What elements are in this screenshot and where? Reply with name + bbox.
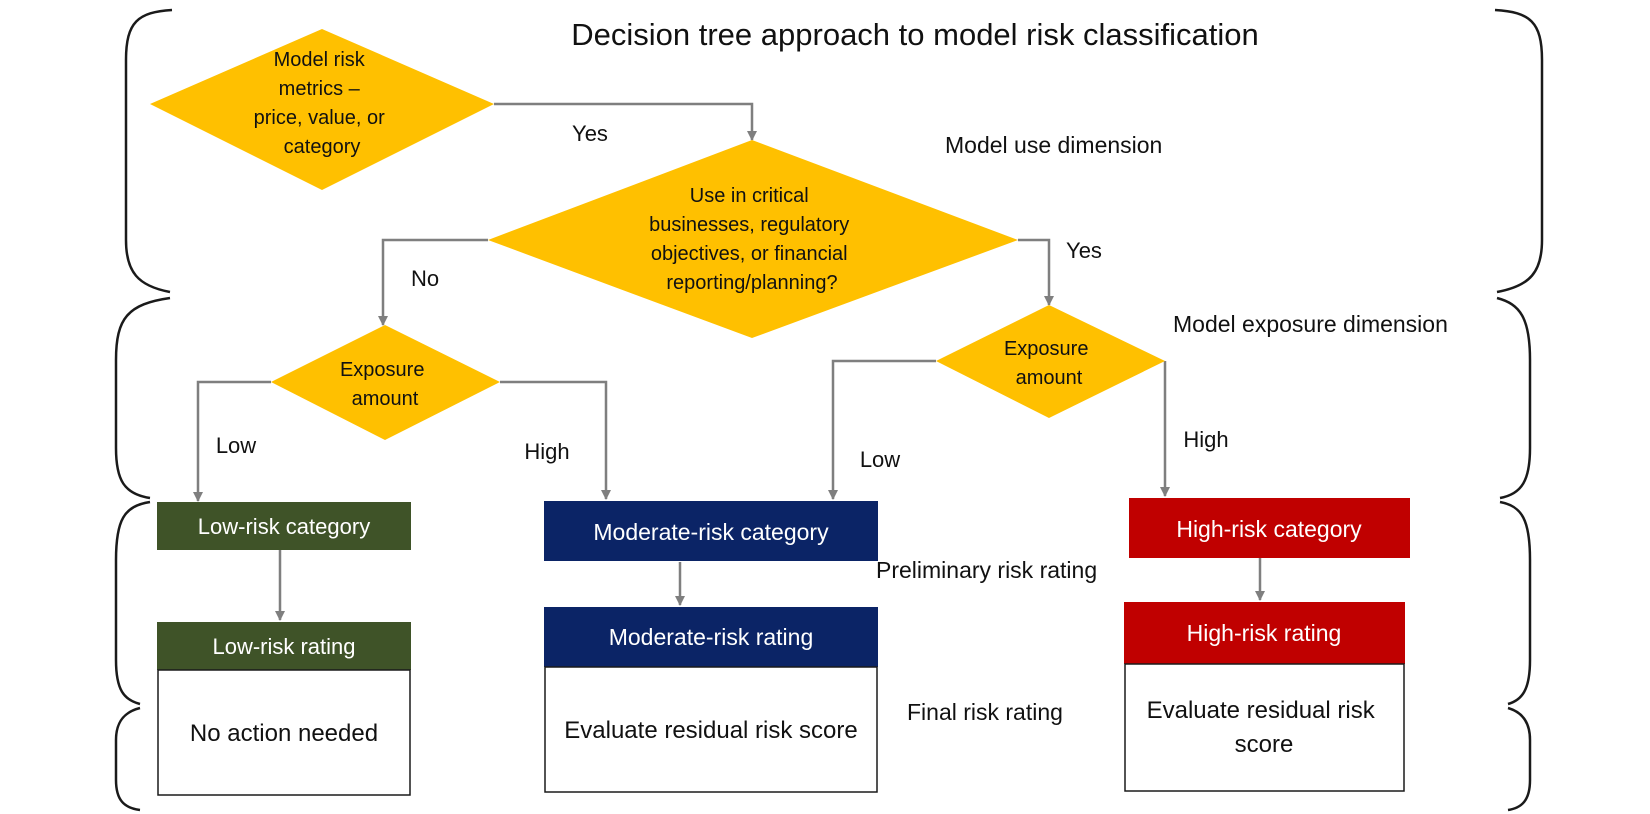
high-risk-category-label: High-risk category: [1176, 516, 1362, 542]
action-text-line: score: [1235, 731, 1294, 758]
low-risk-action-frame: [157, 669, 411, 796]
branch-label-no-critical: No: [411, 266, 439, 291]
low-risk-category-fill: [157, 502, 411, 550]
low-risk-rating-fill: [157, 622, 411, 670]
connector-exposure-left-high: [500, 380, 611, 500]
right-brace-final: [1507, 706, 1532, 812]
decision-exposure-right-text: Exposure amount: [1004, 338, 1094, 389]
decision-text-line: objectives, or financial: [651, 243, 848, 265]
dimension-model-use: Model use dimension: [945, 132, 1162, 158]
dimension-preliminary-risk-rating: Preliminary risk rating: [876, 557, 1097, 583]
connector-exposure-right-low: [828, 359, 936, 500]
decision-text-line: Exposure: [1004, 338, 1089, 360]
decision-text-line: amount: [1016, 367, 1083, 389]
decision-exposure-left-text: Exposure amount: [340, 359, 430, 410]
branch-label-high-left: High: [524, 439, 569, 464]
moderate-risk-action-frame: [544, 666, 878, 793]
decision-model-risk-metrics-text: Model risk metrics – price, value, or ca…: [254, 49, 391, 158]
decision-model-risk-metrics: Model risk metrics – price, value, or ca…: [150, 29, 494, 190]
branch-label-high-right: High: [1183, 427, 1228, 452]
left-brace-preliminary: [114, 500, 151, 706]
left-brace-model-exposure: [114, 296, 171, 500]
branch-label-low-left: Low: [216, 433, 256, 458]
moderate-risk-action-box: Evaluate residual risk score: [544, 666, 878, 793]
high-risk-action-box: Evaluate residual risk score: [1124, 663, 1405, 792]
decision-text-line: category: [284, 136, 361, 158]
high-risk-rating-box: High-risk rating: [1124, 602, 1405, 664]
branch-label-low-right: Low: [860, 447, 900, 472]
high-risk-category-fill: [1129, 498, 1410, 558]
decision-critical-use: Use in critical businesses, regulatory o…: [488, 140, 1018, 338]
decision-text-line: businesses, regulatory: [649, 214, 849, 236]
diagram-title: Decision tree approach to model risk cla…: [571, 17, 1258, 52]
moderate-risk-category-label: Moderate-risk category: [593, 519, 829, 545]
low-risk-category-box: Low-risk category: [157, 502, 411, 550]
decision-critical-use-text: Use in critical businesses, regulatory o…: [649, 185, 855, 294]
decision-exposure-right: Exposure amount: [936, 305, 1165, 418]
action-text-line: No action needed: [190, 720, 378, 747]
low-risk-action-box: No action needed: [157, 669, 411, 796]
moderate-risk-category-box: Moderate-risk category: [544, 501, 878, 561]
connector-critical-no: [378, 238, 488, 326]
right-brace-model-exposure: [1496, 296, 1532, 500]
left-brace-model-use: [124, 8, 173, 294]
low-risk-category-label: Low-risk category: [198, 514, 370, 539]
moderate-risk-rating-fill: [544, 607, 878, 667]
right-brace-preliminary: [1499, 500, 1532, 706]
decision-text-line: metrics –: [279, 78, 361, 100]
low-risk-rating-box: Low-risk rating: [157, 622, 411, 670]
low-risk-rating-label: Low-risk rating: [212, 634, 355, 659]
decision-diamond-shape: [150, 29, 494, 190]
decision-diamond-shape: [488, 140, 1018, 338]
moderate-risk-rating-box: Moderate-risk rating: [544, 607, 878, 667]
decision-text-line: price, value, or: [254, 107, 386, 129]
low-risk-action-text: No action needed: [190, 720, 378, 747]
moderate-risk-rating-label: Moderate-risk rating: [609, 624, 814, 650]
decision-text-line: amount: [352, 388, 419, 410]
branch-label-yes-critical: Yes: [1066, 238, 1102, 263]
connector-metrics-to-critical: [494, 102, 757, 141]
high-risk-action-frame: [1124, 663, 1405, 792]
connector-critical-yes: [1018, 238, 1054, 306]
high-risk-rating-label: High-risk rating: [1187, 620, 1342, 646]
decision-text-line: Use in critical: [690, 185, 809, 207]
decision-diamond-shape: [936, 305, 1165, 418]
dimension-model-exposure: Model exposure dimension: [1173, 311, 1448, 337]
right-brace-model-use: [1494, 8, 1544, 294]
dimension-final-risk-rating: Final risk rating: [907, 699, 1063, 725]
decision-exposure-left: Exposure amount: [271, 325, 500, 440]
high-risk-rating-fill: [1124, 602, 1405, 664]
action-text-line: Evaluate residual risk score: [564, 717, 857, 744]
moderate-risk-category-fill: [544, 501, 878, 561]
action-text-line: Evaluate residual risk: [1147, 697, 1376, 724]
decision-text-line: Exposure: [340, 359, 425, 381]
branch-label-yes-metrics: Yes: [572, 121, 608, 146]
high-risk-action-text: Evaluate residual risk score: [1147, 697, 1382, 758]
moderate-risk-action-text: Evaluate residual risk score: [564, 717, 857, 744]
decision-diamond-shape: [271, 325, 500, 440]
connector-exposure-left-low: [193, 380, 271, 502]
high-risk-category-box: High-risk category: [1129, 498, 1410, 558]
left-brace-final: [114, 706, 141, 812]
decision-text-line: Model risk: [274, 49, 366, 71]
decision-text-line: reporting/planning?: [666, 272, 837, 294]
